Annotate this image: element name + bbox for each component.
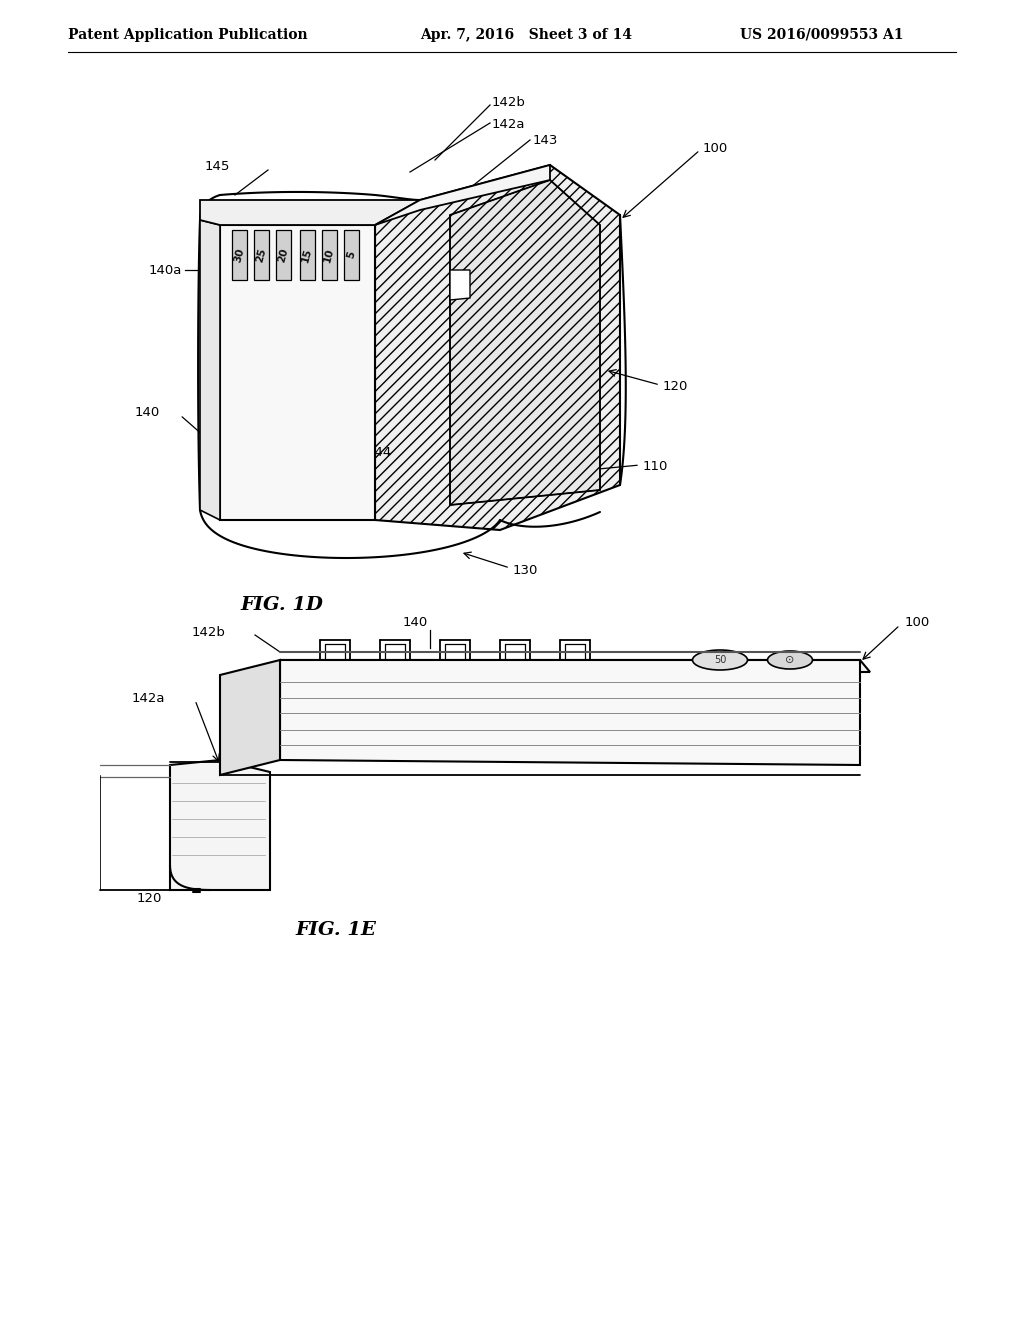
Text: ⊙: ⊙ [785,655,795,665]
Polygon shape [200,220,220,520]
Text: 142a: 142a [131,692,165,705]
Text: 110: 110 [643,461,669,474]
Text: Patent Application Publication: Patent Application Publication [68,28,307,42]
Text: 30: 30 [232,247,246,263]
Text: 10: 10 [435,681,452,694]
Ellipse shape [768,651,812,669]
Polygon shape [220,224,375,520]
Text: 140a: 140a [148,264,182,276]
Text: 145: 145 [205,161,230,173]
Text: FIG. 1E: FIG. 1E [295,921,376,939]
Polygon shape [450,180,600,506]
Polygon shape [200,201,420,224]
Polygon shape [450,271,470,300]
Polygon shape [220,660,280,775]
Text: 142a: 142a [492,117,525,131]
Text: 140: 140 [402,615,428,628]
Text: 143: 143 [368,681,393,694]
Polygon shape [375,165,550,224]
Text: 50: 50 [714,655,726,665]
Polygon shape [232,230,247,280]
Text: 142b: 142b [191,627,225,639]
Text: 100: 100 [905,615,930,628]
Text: 142: 142 [665,709,690,722]
Polygon shape [375,165,620,531]
Text: 150: 150 [562,273,588,286]
Text: 142b: 142b [492,95,526,108]
Polygon shape [280,660,870,672]
Text: 120: 120 [136,892,162,906]
Ellipse shape [692,649,748,671]
Text: 5: 5 [345,251,356,260]
Text: 25: 25 [254,247,267,263]
Polygon shape [344,230,359,280]
Text: 143: 143 [534,133,558,147]
Text: US 2016/0099553 A1: US 2016/0099553 A1 [740,28,903,42]
Text: 15: 15 [300,247,313,263]
Polygon shape [322,230,337,280]
Text: 100: 100 [703,141,728,154]
Text: 130: 130 [513,564,539,577]
Polygon shape [280,660,860,766]
Text: 20: 20 [276,247,290,263]
Polygon shape [254,230,269,280]
Text: FIG. 1D: FIG. 1D [240,597,323,614]
Text: 140: 140 [135,405,160,418]
Polygon shape [300,230,315,280]
Text: 120: 120 [663,380,688,393]
Text: 10: 10 [323,247,336,263]
Polygon shape [170,760,270,890]
Text: Apr. 7, 2016   Sheet 3 of 14: Apr. 7, 2016 Sheet 3 of 14 [420,28,632,42]
Text: 144: 144 [367,446,392,459]
Polygon shape [276,230,291,280]
